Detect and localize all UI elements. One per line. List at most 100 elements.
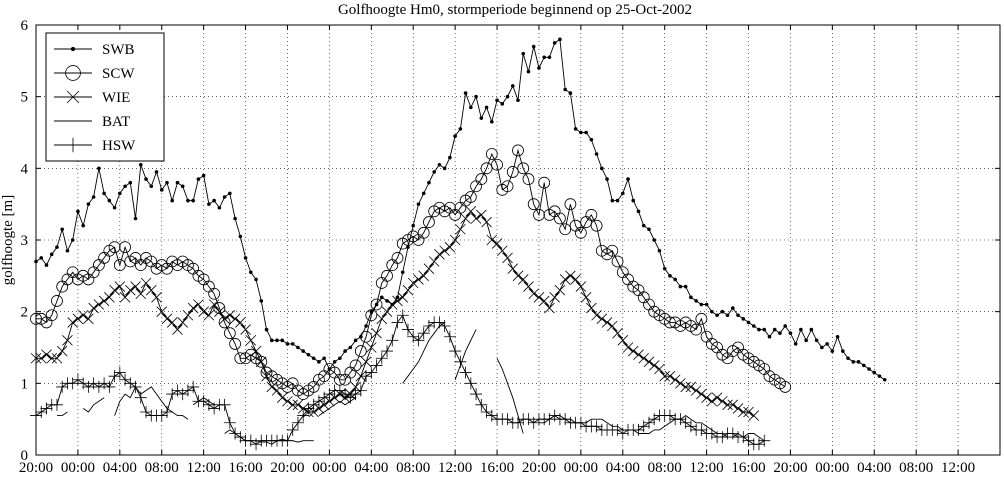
data-point-wie [659, 370, 670, 382]
data-point-scw [585, 209, 598, 221]
series-swb [34, 37, 887, 382]
data-point-scw [208, 287, 221, 300]
data-point-wie [559, 274, 571, 285]
data-point-swb [76, 209, 80, 214]
data-point-hsw [82, 380, 95, 393]
data-point-wie [114, 281, 126, 292]
data-point-wie [439, 245, 450, 257]
data-point-hsw [663, 409, 676, 422]
data-point-swb [332, 360, 337, 364]
data-point-swb [516, 98, 520, 103]
data-point-hsw [229, 427, 242, 440]
data-point-hsw [281, 434, 294, 447]
data-point-swb [338, 356, 342, 361]
data-point-wie [591, 309, 602, 321]
data-point-hsw [119, 373, 132, 386]
data-point-hsw [590, 420, 603, 433]
data-point-wie [392, 295, 403, 307]
data-point-scw [381, 269, 393, 282]
data-point-wie [470, 213, 482, 224]
data-point-wie [596, 313, 608, 325]
data-point-scw [370, 298, 383, 311]
data-point-hsw [758, 434, 771, 447]
data-point-scw [218, 316, 231, 329]
data-point-swb [448, 155, 452, 160]
data-point-swb [243, 256, 248, 260]
data-point-hsw [391, 316, 404, 329]
data-point-hsw [40, 402, 53, 415]
series-line-bat [114, 386, 189, 420]
data-point-swb [416, 202, 421, 206]
data-point-swb [542, 55, 546, 60]
data-point-swb [652, 238, 657, 242]
data-point-wie [35, 352, 47, 364]
data-point-swb [882, 377, 887, 382]
data-point-swb [102, 191, 106, 196]
data-point-wie [565, 270, 576, 282]
data-point-swb [159, 188, 164, 192]
data-point-swb [60, 227, 64, 232]
data-point-wie [224, 309, 236, 321]
x-tick-label: 16:00 [480, 460, 514, 476]
data-point-wie [512, 270, 524, 282]
x-tick-label: 04:00 [103, 460, 137, 476]
data-point-swb [306, 352, 311, 357]
data-point-wie [187, 302, 199, 314]
data-point-swb [736, 313, 740, 318]
data-point-scw [464, 191, 477, 203]
data-point-swb [364, 324, 368, 328]
data-point-swb [458, 127, 463, 131]
data-point-wie [575, 281, 587, 292]
data-point-wie [182, 309, 194, 321]
data-point-hsw [66, 377, 79, 390]
data-point-wie [648, 360, 660, 371]
data-point-wie [491, 238, 503, 249]
data-point-swb [673, 277, 677, 282]
data-point-swb [322, 356, 326, 361]
data-point-hsw [470, 388, 483, 401]
data-point-scw [501, 180, 514, 193]
y-tick-label: 4 [21, 161, 29, 177]
data-point-hsw [71, 373, 84, 386]
data-point-wie [276, 392, 288, 403]
data-point-wie [193, 299, 204, 310]
data-point-swb [55, 245, 59, 249]
data-point-hsw [375, 352, 388, 365]
legend-marker-scw [65, 65, 81, 81]
data-point-wie [486, 234, 498, 246]
data-point-hsw [407, 330, 420, 343]
data-point-hsw [307, 398, 320, 411]
x-tick-label: 00:00 [564, 460, 598, 476]
x-tick-label: 08:00 [145, 460, 179, 476]
data-point-swb [867, 367, 871, 371]
data-point-hsw [50, 398, 63, 411]
data-point-hsw [401, 323, 414, 336]
y-tick-label: 1 [21, 376, 29, 392]
data-point-wie [423, 263, 435, 274]
data-point-scw [506, 166, 519, 178]
data-point-scw [559, 223, 572, 236]
data-point-hsw [187, 380, 200, 393]
data-point-wie [570, 274, 581, 285]
data-point-swb [788, 331, 793, 335]
data-point-wie [198, 306, 209, 317]
data-point-wie [696, 388, 707, 400]
data-point-swb [406, 245, 410, 249]
data-point-swb [510, 84, 515, 88]
data-point-swb [275, 338, 279, 343]
data-point-swb [584, 130, 588, 135]
x-tick-label: 20:00 [773, 460, 807, 476]
data-point-swb [379, 295, 384, 300]
data-point-swb [317, 360, 321, 364]
data-point-wie [722, 399, 733, 411]
data-point-wie [517, 274, 529, 285]
data-point-scw [533, 209, 545, 221]
data-point-swb [715, 313, 719, 318]
data-point-scw [108, 241, 121, 254]
data-point-hsw [87, 377, 100, 390]
data-point-wie [481, 216, 492, 228]
data-point-hsw [360, 370, 373, 383]
data-point-swb [165, 180, 169, 185]
data-point-swb [97, 166, 101, 171]
data-point-hsw [480, 406, 493, 418]
